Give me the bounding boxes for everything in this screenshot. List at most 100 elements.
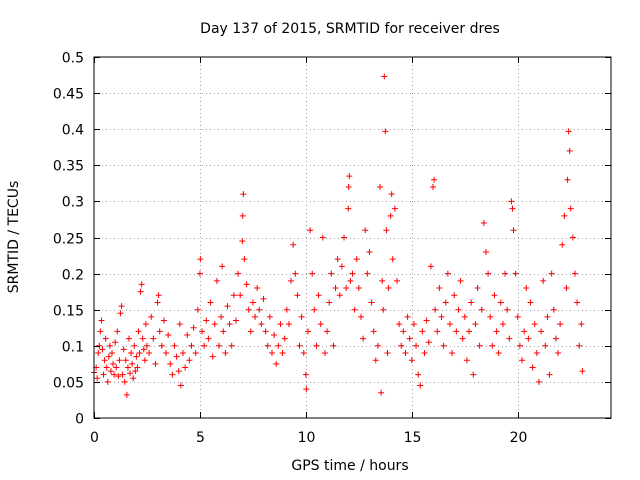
data-point: [330, 342, 337, 349]
data-point: [563, 285, 570, 292]
data-point: [179, 350, 186, 357]
data-point: [552, 335, 559, 342]
data-point: [525, 335, 532, 342]
data-point: [410, 321, 417, 328]
data-point: [446, 321, 453, 328]
data-point: [459, 335, 466, 342]
data-point: [292, 270, 299, 277]
data-point: [366, 248, 373, 255]
data-point: [544, 313, 551, 320]
data-point: [311, 306, 318, 313]
data-point: [137, 288, 144, 295]
data-point: [521, 328, 528, 335]
data-point: [449, 350, 456, 357]
data-point: [455, 306, 462, 313]
data-point: [372, 357, 379, 364]
data-points: [91, 73, 586, 398]
data-point: [117, 310, 124, 317]
data-point: [266, 313, 273, 320]
data-point: [260, 295, 267, 302]
data-point: [182, 364, 189, 371]
data-point: [150, 335, 157, 342]
data-point: [140, 346, 147, 353]
axis-ticks: [94, 57, 611, 419]
data-point: [213, 277, 220, 284]
data-point: [283, 306, 290, 313]
data-point: [196, 270, 203, 277]
data-point: [523, 285, 530, 292]
plot-frame: [93, 56, 612, 419]
grid-lines: [94, 57, 611, 418]
data-point: [127, 370, 134, 377]
data-point: [413, 342, 420, 349]
data-point: [254, 285, 261, 292]
data-point: [141, 357, 148, 364]
data-point: [474, 285, 481, 292]
data-point: [578, 321, 585, 328]
data-point: [384, 350, 391, 357]
y-tick-label: 0.3: [62, 195, 84, 211]
data-point: [542, 342, 549, 349]
data-point: [466, 328, 473, 335]
data-point: [321, 350, 328, 357]
data-point: [171, 342, 178, 349]
data-point: [576, 342, 583, 349]
data-point: [134, 364, 141, 371]
data-point: [355, 285, 362, 292]
data-point: [382, 128, 389, 135]
data-point: [514, 313, 521, 320]
data-point: [497, 299, 504, 306]
data-point: [404, 313, 411, 320]
data-point: [211, 321, 218, 328]
data-point: [485, 270, 492, 277]
data-point: [546, 371, 553, 378]
data-point: [379, 277, 386, 284]
data-point: [111, 371, 118, 378]
data-point: [427, 263, 434, 270]
y-tick-label: 0: [75, 412, 84, 428]
data-point: [508, 198, 515, 205]
data-point: [155, 292, 162, 299]
data-point: [509, 205, 516, 212]
data-point: [302, 371, 309, 378]
data-point: [571, 270, 578, 277]
data-point: [353, 256, 360, 263]
data-point: [277, 321, 284, 328]
data-point: [129, 360, 136, 367]
data-point: [398, 342, 405, 349]
data-point: [444, 270, 451, 277]
data-point: [128, 350, 135, 357]
data-point: [326, 299, 333, 306]
data-point: [125, 335, 132, 342]
data-point: [256, 306, 263, 313]
data-point: [103, 364, 110, 371]
data-point: [559, 241, 566, 248]
data-point: [377, 183, 384, 190]
data-point: [510, 227, 517, 234]
data-point: [495, 350, 502, 357]
data-point: [338, 263, 345, 270]
data-point: [114, 328, 121, 335]
data-point: [470, 371, 477, 378]
data-point: [138, 281, 145, 288]
data-point: [569, 234, 576, 241]
data-point: [228, 342, 235, 349]
data-point: [380, 306, 387, 313]
data-point: [393, 277, 400, 284]
data-point: [146, 350, 153, 357]
data-point: [357, 313, 364, 320]
data-point: [118, 303, 125, 310]
data-point: [239, 238, 246, 245]
data-point: [434, 328, 441, 335]
data-point: [328, 270, 335, 277]
data-point: [468, 299, 475, 306]
data-point: [442, 299, 449, 306]
data-point: [345, 183, 352, 190]
data-point: [173, 353, 180, 360]
data-point: [122, 357, 129, 364]
data-point: [391, 205, 398, 212]
data-point: [421, 350, 428, 357]
data-point: [565, 128, 572, 135]
